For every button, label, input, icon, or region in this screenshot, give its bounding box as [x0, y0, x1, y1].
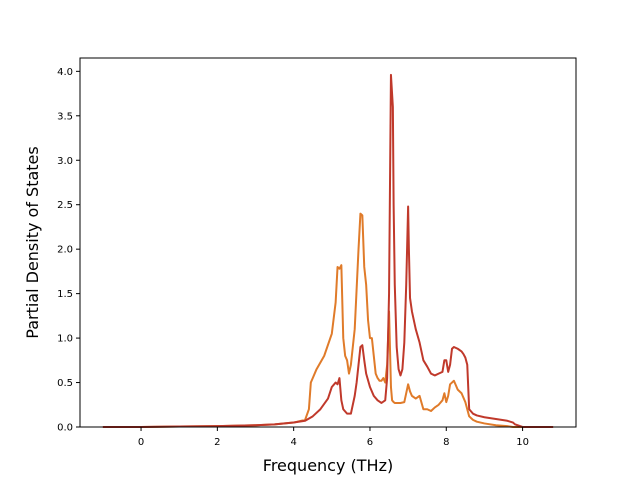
x-axis-ticks: 0 2 4 6 8 10 [138, 427, 529, 448]
y-tick-label: 0.5 [57, 378, 73, 389]
y-tick-label: 3.5 [57, 111, 73, 122]
x-tick-label: 0 [138, 437, 144, 448]
series-line-1 [102, 212, 554, 428]
x-tick-label: 4 [290, 437, 296, 448]
x-axis-title: Frequency (THz) [263, 456, 393, 475]
x-tick-label: 10 [516, 437, 529, 448]
y-axis-title: Partial Density of States [23, 146, 42, 338]
x-tick-label: 2 [214, 437, 220, 448]
y-axis-ticks: 0.0 0.5 1.0 1.5 2.0 2.5 3.0 3.5 4.0 [57, 67, 80, 434]
y-tick-label: 3.0 [57, 156, 73, 167]
series-layer [102, 73, 554, 428]
x-tick-label: 6 [367, 437, 373, 448]
y-tick-label: 2.5 [57, 200, 73, 211]
y-tick-label: 0.0 [57, 423, 73, 434]
axes-frame [79, 57, 577, 428]
y-tick-label: 1.0 [57, 334, 73, 345]
x-tick-label: 8 [443, 437, 449, 448]
y-tick-label: 1.5 [57, 289, 73, 300]
y-tick-label: 2.0 [57, 245, 73, 256]
series-line-2 [102, 73, 554, 428]
y-tick-label: 4.0 [57, 67, 73, 78]
